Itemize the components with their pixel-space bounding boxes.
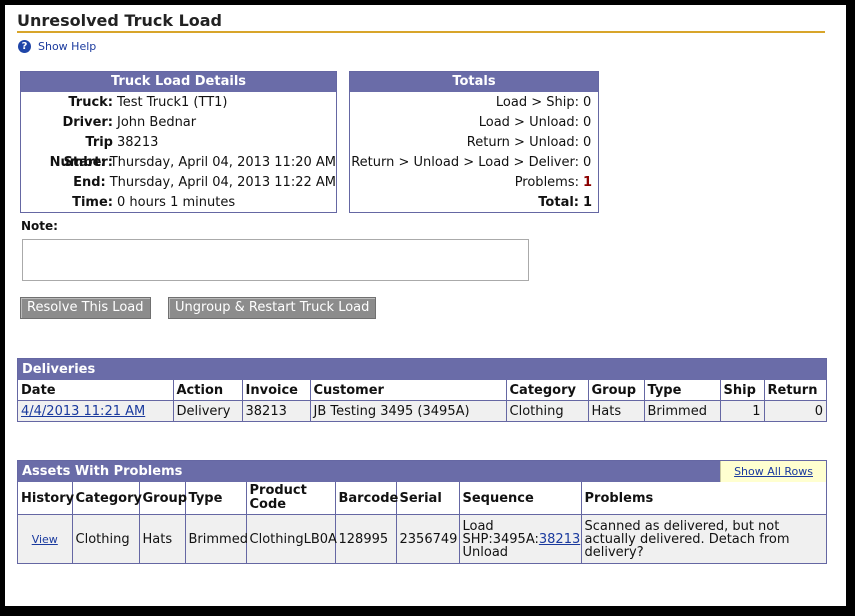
resolve-load-button[interactable]: Resolve This Load (20, 297, 151, 319)
asset-barcode: 128995 (335, 514, 397, 563)
delivery-group: Hats (588, 400, 645, 421)
totals-row-load-ship: Load > Ship: 0 (495, 95, 592, 110)
assets-problems-section: Assets With Problems Show All Rows Histo… (17, 460, 827, 564)
delivery-action: Delivery (173, 400, 243, 421)
delivery-invoice: 38213 (242, 400, 311, 421)
asset-serial: 2356749 (396, 514, 460, 563)
col-serial: Serial (396, 482, 460, 515)
col-group: Group (588, 380, 645, 401)
note-label: Note: (21, 219, 58, 233)
asset-category: Clothing (72, 514, 140, 563)
col-return: Return (764, 380, 826, 401)
totals-row-total: Total: 1 (538, 195, 593, 210)
asset-problems: Scanned as delivered, but not actually d… (581, 514, 826, 563)
col-invoice: Invoice (242, 380, 311, 401)
totals-row-problems: Problems: 1 (514, 175, 593, 190)
assets-problems-header: Assets With Problems Show All Rows (18, 461, 826, 482)
delivery-return: 0 (764, 400, 826, 421)
truck-load-details-panel: Truck Load Details Truck: Test Truck1 (TT… (20, 71, 337, 213)
delivery-date-link[interactable]: 4/4/2013 11:21 AM (21, 403, 146, 419)
show-all-rows-link[interactable]: Show All Rows (734, 465, 813, 478)
col-group: Group (139, 482, 187, 515)
col-sequence: Sequence (459, 482, 582, 515)
table-row: View Clothing Hats Brimmed ClothingLB0A … (18, 514, 826, 563)
note-textarea[interactable] (22, 239, 529, 281)
col-category: Category (72, 482, 142, 515)
ungroup-restart-button[interactable]: Ungroup & Restart Truck Load (168, 297, 377, 319)
page-title: Unresolved Truck Load (17, 11, 222, 30)
sequence-step-ship: SHP:3495A:38213 (462, 531, 581, 547)
col-product-code: Product Code (246, 482, 336, 515)
deliveries-section: Deliveries Date Action Invoice Customer … (17, 358, 827, 422)
totals-row-return-unload-load-deliver: Return > Unload > Load > Deliver: 0 (351, 155, 592, 170)
truck-load-details-header: Truck Load Details (21, 72, 336, 92)
detail-row-time: Time: 0 hours 1 minutes (72, 195, 236, 210)
deliveries-header: Deliveries (18, 359, 826, 380)
asset-type: Brimmed (185, 514, 248, 563)
deliveries-header-row: Date Action Invoice Customer Category Gr… (18, 380, 826, 401)
col-history: History (18, 482, 74, 515)
delivery-ship: 1 (720, 400, 765, 421)
table-row: 4/4/2013 11:21 AM Delivery 38213 JB Test… (18, 400, 826, 421)
assets-header-row: History Category Group Type Product Code… (18, 482, 826, 515)
history-view-link[interactable]: View (31, 532, 58, 546)
sequence-step-load: Load (462, 518, 494, 534)
detail-row-truck: Truck: Test Truck1 (TT1) (68, 95, 228, 110)
detail-row-start: Start: Thursday, April 04, 2013 11:20 AM (63, 155, 336, 170)
col-customer: Customer (310, 380, 507, 401)
totals-row-return-unload: Return > Unload: 0 (466, 135, 592, 150)
col-date: Date (18, 380, 174, 401)
asset-group: Hats (139, 514, 186, 563)
totals-panel: Totals Load > Ship: 0 Load > Unload: 0 Ret… (349, 71, 599, 213)
sequence-invoice-link[interactable]: 38213 (538, 531, 581, 547)
col-problems: Problems (581, 482, 826, 515)
totals-header: Totals (350, 72, 598, 92)
asset-sequence: Load SHP:3495A:38213 Unload (459, 514, 582, 563)
sequence-step-unload: Unload (462, 544, 509, 560)
totals-row-load-unload: Load > Unload: 0 (478, 115, 592, 130)
page: Unresolved Truck Load ? Show Help Truck … (5, 5, 846, 606)
assets-problems-title: Assets With Problems (22, 464, 183, 479)
deliveries-table: Date Action Invoice Customer Category Gr… (18, 380, 826, 421)
col-type: Type (185, 482, 247, 515)
help-icon: ? (18, 40, 31, 53)
assets-table: History Category Group Type Product Code… (18, 482, 826, 563)
detail-row-driver: Driver: John Bednar (62, 115, 197, 130)
col-barcode: Barcode (335, 482, 398, 515)
detail-row-trip-number: Trip Number: 38213 (49, 135, 159, 170)
col-category: Category (506, 380, 589, 401)
title-divider (17, 31, 825, 33)
col-ship: Ship (720, 380, 765, 401)
delivery-category: Clothing (506, 400, 589, 421)
show-help-label: Show Help (38, 40, 97, 53)
col-action: Action (173, 380, 243, 401)
delivery-type: Brimmed (644, 400, 721, 421)
show-help-link[interactable]: ? Show Help (18, 40, 96, 53)
detail-row-end: End: Thursday, April 04, 2013 11:22 AM (73, 175, 336, 190)
asset-product-code: ClothingLB0A (246, 514, 337, 563)
col-type: Type (644, 380, 721, 401)
delivery-customer: JB Testing 3495 (3495A) (310, 400, 507, 421)
